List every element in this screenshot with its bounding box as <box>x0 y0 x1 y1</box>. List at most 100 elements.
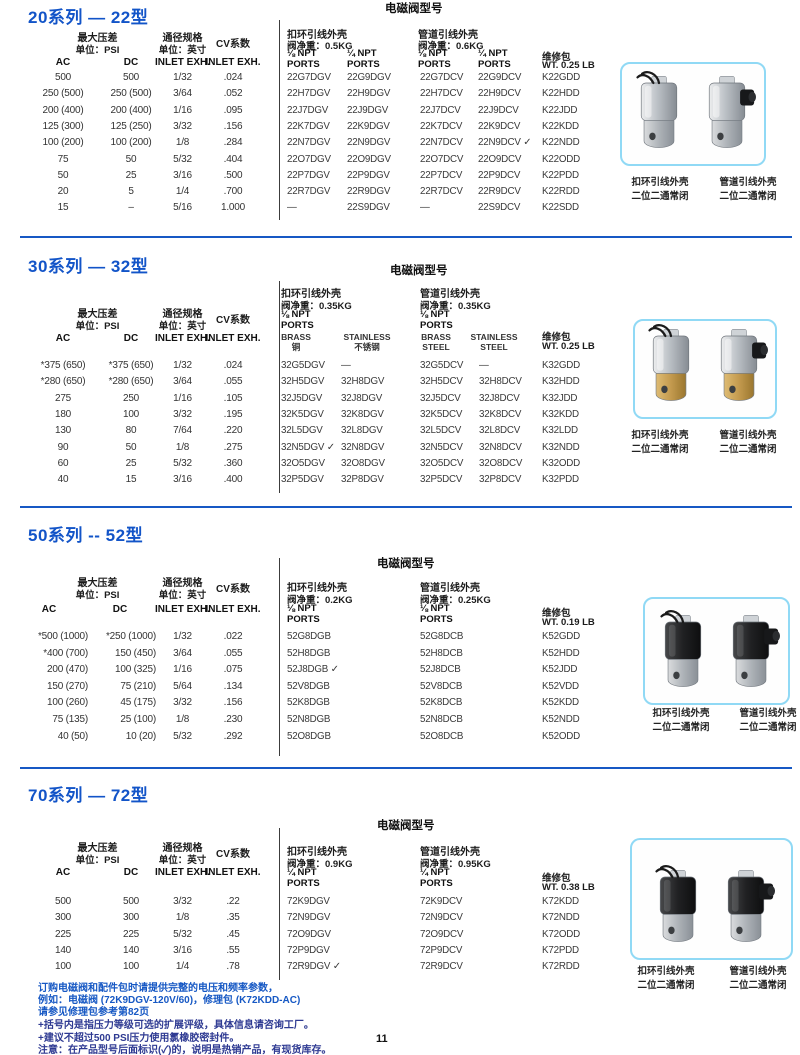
cv-value: .134 <box>223 680 243 692</box>
repair-kit-number: K22HDD <box>542 88 580 100</box>
ac-value: 75 (135) <box>52 714 88 725</box>
model-number: 72N9DCV <box>420 912 463 924</box>
model-number: 52G8DCB <box>420 631 464 642</box>
model-number: 72O9DCV <box>420 928 464 940</box>
model-number: 32K8DCV <box>479 408 522 420</box>
model-number: 32J8DCV <box>479 392 520 404</box>
column-header: INLET EXH. <box>205 57 261 68</box>
section-series-30: 30系列 — 32型 电磁阀型号 扣环引线外壳 阀净重：0.35KG 管道引线外… <box>0 239 800 506</box>
model-number: 72K9DGV <box>287 896 330 907</box>
orifice-unit: 单位：英寸 <box>158 590 207 601</box>
caption-pipe-lead: 管道引线外壳 二位二通常闭 <box>710 965 800 993</box>
pressure-header: 最大压差 <box>77 578 118 589</box>
ring-lead-weight: 阀净重：0.5KG <box>287 41 353 52</box>
ac-value: 40 (50) <box>57 730 88 742</box>
model-number: 22R9DCV <box>478 186 521 198</box>
repair-kit-number: K32KDD <box>542 408 579 420</box>
material-line: 不锈钢 <box>354 341 380 352</box>
ring-material-label: BRASS 铜 <box>268 332 324 352</box>
model-number: 22H7DGV <box>287 88 331 100</box>
column-header: INLET EXH. <box>205 333 261 344</box>
repair-kit-weight: WT. 0.38 LB <box>542 882 595 893</box>
dc-value: 225 <box>122 928 140 940</box>
model-number: 22K7DCV <box>420 120 463 132</box>
dc-value: *280 (650) <box>108 376 154 388</box>
column-header: INLET EXH. <box>154 867 210 878</box>
model-number: 52N8DGB <box>287 714 331 725</box>
caption-line: 管道引线外壳 <box>719 430 777 441</box>
repair-kit-title: 维修包 <box>542 608 571 619</box>
orifice-value: 1/32 <box>173 72 192 83</box>
cv-value: .45 <box>226 928 240 940</box>
model-number: 22P9DGV <box>347 169 390 181</box>
model-number: 22R9DGV <box>347 186 391 198</box>
port-line: ¼ NPT <box>478 48 508 59</box>
caption-pipe-lead: 管道引线外壳 二位二通常闭 <box>720 707 800 735</box>
section-title: 30系列 — 32型 <box>28 257 149 276</box>
orifice-value: 1/8 <box>175 912 190 924</box>
port-line: PORTS <box>281 319 314 331</box>
cv-header: CV系数 <box>216 584 250 595</box>
port-line: PORTS <box>347 58 380 70</box>
product-photo-box <box>630 838 793 960</box>
pipe-lead-title: 管道引线外壳 <box>418 30 478 41</box>
ring-port-label: ¼ NPT PORTS <box>287 867 320 889</box>
material-line: STEEL <box>422 341 450 352</box>
dc-value: 50 <box>125 153 137 165</box>
spec-row: 150 (270) 75 (210) 5/64 .134 52V8DGB 52V8DCB K… <box>0 681 800 697</box>
port-line: ⅛ NPT <box>420 309 450 320</box>
cv-value: .220 <box>223 425 243 437</box>
spec-row: 75 (135) 25 (100) 1/8 .230 52N8DGB 52N8DCB K52… <box>0 714 800 730</box>
model-number: 32N5DCV <box>420 441 463 453</box>
ac-value: 50 <box>57 169 69 181</box>
ring-port-label: ¼ NPT PORTS <box>347 48 380 70</box>
model-number: — <box>479 360 489 371</box>
ac-value: *500 (1000) <box>37 631 88 642</box>
model-number: 22N9DGV <box>347 137 391 149</box>
dc-value: 25 <box>125 169 137 181</box>
cv-value: .292 <box>223 730 243 742</box>
column-header: INLET EXH. <box>205 867 261 878</box>
ring-material-label: STAINLESS 不锈钢 <box>334 332 400 352</box>
caption-line: 二位二通常闭 <box>719 444 777 455</box>
repair-kit-number: K22KDD <box>542 120 579 132</box>
ac-value: 130 <box>54 425 72 437</box>
cv-value: .055 <box>223 376 243 388</box>
product-photo-box <box>633 319 777 419</box>
dc-value: 150 (450) <box>114 647 156 659</box>
model-number: 32H5DGV <box>281 376 325 388</box>
dc-value: 250 (500) <box>110 88 152 100</box>
pressure-header: 最大压差 <box>77 33 118 44</box>
column-divider <box>279 281 280 493</box>
ac-value: 140 <box>54 944 72 956</box>
ac-value: 300 <box>54 912 72 924</box>
caption-pipe-lead: 管道引线外壳 二位二通常闭 <box>700 429 796 457</box>
dc-value: 100 <box>122 408 140 420</box>
orifice-value: 5/32 <box>173 928 192 940</box>
cv-value: .284 <box>223 137 243 149</box>
dc-value: 100 <box>122 961 140 973</box>
model-number: 22N9DCV ✓ <box>478 137 532 149</box>
repair-kit-number: K32NDD <box>542 441 580 453</box>
ac-value: 125 (300) <box>42 120 84 132</box>
ac-value: 180 <box>54 408 72 420</box>
model-number: 22J9DCV <box>478 104 519 116</box>
model-number: 32P5DGV <box>281 474 324 486</box>
pipe-lead-title: 管道引线外壳 <box>420 289 480 300</box>
model-number: 32J5DGV <box>281 392 323 404</box>
column-header: AC <box>55 333 71 344</box>
model-number: 52V8DCB <box>420 680 463 692</box>
dc-value: 250 <box>122 392 140 404</box>
ac-value: 15 <box>57 202 69 214</box>
pressure-unit: 单位：PSI <box>75 321 120 332</box>
orifice-value: 5/16 <box>173 202 192 214</box>
caption-line: 二位二通常闭 <box>631 191 689 202</box>
port-line: PORTS <box>418 58 451 70</box>
cv-value: .195 <box>223 408 243 420</box>
caption-line: 二位二通常闭 <box>739 722 797 733</box>
material-line: STAINLESS <box>343 332 391 342</box>
model-number: 22P7DCV <box>420 169 463 181</box>
model-number: 32H8DCV <box>479 376 522 388</box>
models-heading: 电磁阀型号 <box>377 820 435 832</box>
dc-value: 500 <box>122 72 140 83</box>
